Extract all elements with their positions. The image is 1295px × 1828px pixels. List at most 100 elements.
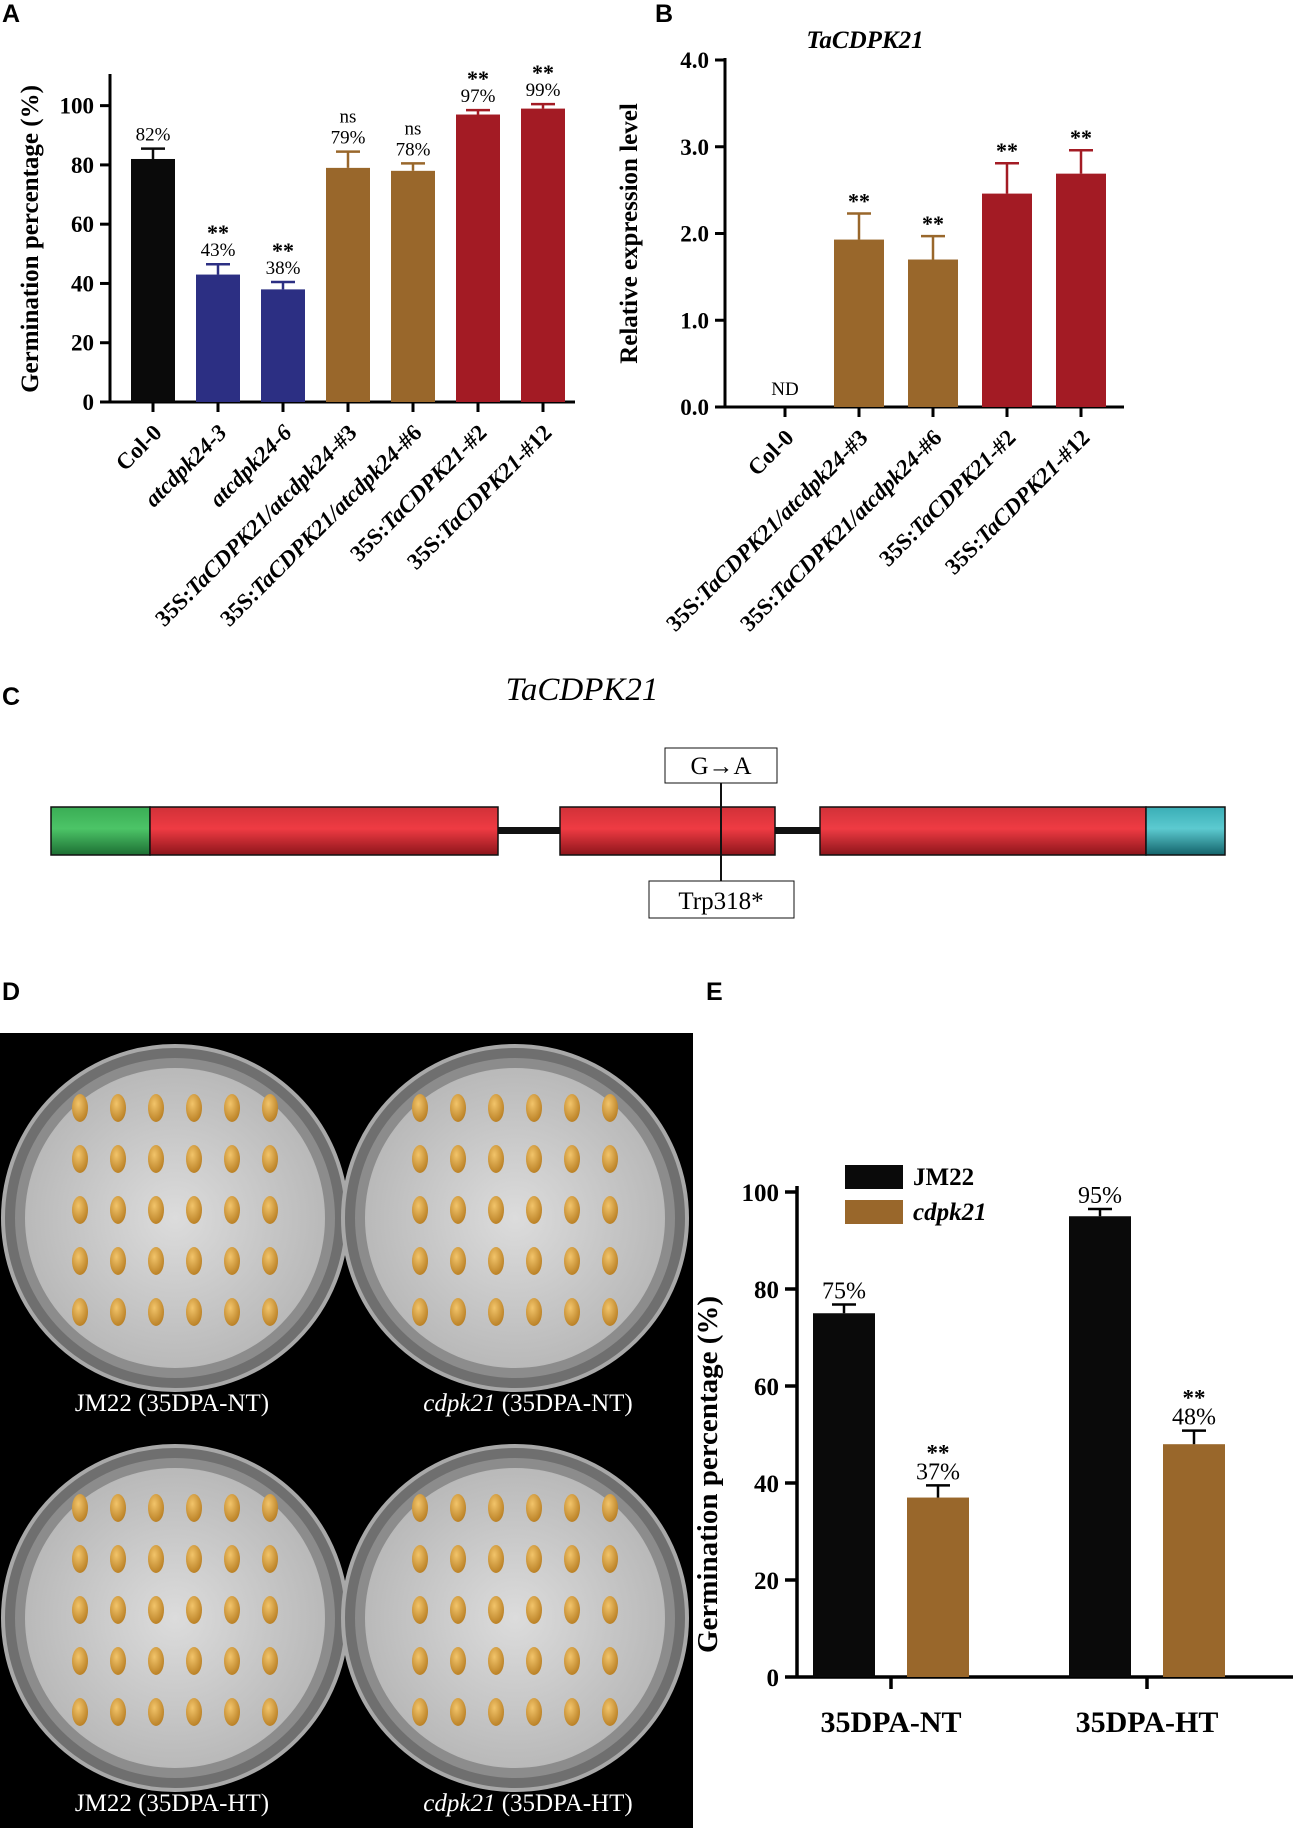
y-tick-label: 3.0 bbox=[680, 135, 709, 160]
wheat-seed bbox=[526, 1647, 542, 1675]
y-axis-label: Relative expression level bbox=[616, 103, 643, 364]
y-tick-label: 80 bbox=[71, 153, 94, 178]
wheat-seed bbox=[224, 1545, 240, 1573]
wheat-seed bbox=[564, 1298, 580, 1326]
y-tick-label: 20 bbox=[71, 331, 94, 356]
wheat-seed bbox=[602, 1145, 618, 1173]
significance-label: ** bbox=[996, 138, 1018, 163]
wheat-seed bbox=[110, 1094, 126, 1122]
wheat-seed bbox=[602, 1494, 618, 1522]
wheat-seed bbox=[148, 1494, 164, 1522]
wheat-seed bbox=[488, 1494, 504, 1522]
wheat-seed bbox=[110, 1698, 126, 1726]
significance-label: ** bbox=[207, 220, 229, 245]
y-tick-label: 1.0 bbox=[680, 308, 709, 333]
wheat-seed bbox=[186, 1145, 202, 1173]
wheat-seed bbox=[488, 1298, 504, 1326]
chart-e: 0 20 40 60 80 100 Germination percentage (%) 35… bbox=[692, 1164, 1293, 1739]
wheat-seed bbox=[110, 1647, 126, 1675]
dish-label-cdpk21-ht: cdpk21 (35DPA-HT) bbox=[423, 1790, 633, 1817]
wheat-seed bbox=[72, 1494, 88, 1522]
y-axis-label: Germination percentage (%) bbox=[17, 85, 44, 393]
dish-label-cdpk21-nt: cdpk21 (35DPA-NT) bbox=[423, 1390, 633, 1417]
bar bbox=[834, 239, 884, 407]
significance-label: ns bbox=[405, 118, 422, 139]
panel-label-c: C bbox=[2, 683, 21, 711]
y-tick-label: 60 bbox=[71, 212, 94, 237]
wheat-seed bbox=[186, 1494, 202, 1522]
wheat-seed bbox=[72, 1247, 88, 1275]
wheat-seed bbox=[148, 1247, 164, 1275]
wheat-seed bbox=[224, 1145, 240, 1173]
panel-label-e: E bbox=[706, 978, 723, 1006]
panel-label-d: D bbox=[2, 978, 21, 1006]
significance-label: ** bbox=[848, 189, 870, 214]
wheat-seed bbox=[110, 1196, 126, 1224]
wheat-seed bbox=[526, 1545, 542, 1573]
wheat-seed bbox=[526, 1298, 542, 1326]
wheat-seed bbox=[72, 1647, 88, 1675]
wheat-seed bbox=[564, 1596, 580, 1624]
wheat-seed bbox=[186, 1596, 202, 1624]
petri-dishes bbox=[1, 1044, 689, 1792]
wheat-seed bbox=[412, 1698, 428, 1726]
significance-label: ** bbox=[532, 60, 554, 85]
bar bbox=[261, 289, 305, 402]
wheat-seed bbox=[412, 1596, 428, 1624]
wheat-seed bbox=[186, 1698, 202, 1726]
significance-label: ** bbox=[922, 211, 944, 236]
wheat-seed bbox=[186, 1196, 202, 1224]
bar bbox=[391, 170, 435, 402]
exon-2 bbox=[559, 806, 776, 856]
bar bbox=[1069, 1216, 1131, 1677]
value-label: ND bbox=[771, 379, 798, 400]
legend-swatch bbox=[845, 1200, 903, 1224]
bar bbox=[907, 1497, 969, 1677]
wheat-seed bbox=[412, 1298, 428, 1326]
y-tick-label: 100 bbox=[742, 1180, 780, 1207]
wheat-seed bbox=[526, 1145, 542, 1173]
y-tick-label: 0.0 bbox=[680, 395, 709, 420]
significance-label: ** bbox=[272, 238, 294, 263]
wheat-seed bbox=[262, 1094, 278, 1122]
wheat-seed bbox=[602, 1596, 618, 1624]
exon-3 bbox=[819, 806, 1147, 856]
y-tick-label: 100 bbox=[60, 94, 95, 119]
wheat-seed bbox=[148, 1596, 164, 1624]
protein-change-box bbox=[648, 880, 795, 919]
wheat-seed bbox=[412, 1145, 428, 1173]
category-label: Col-0 bbox=[111, 420, 167, 476]
filter-paper bbox=[365, 1068, 665, 1368]
panel-label-a: A bbox=[2, 0, 21, 28]
wheat-seed bbox=[602, 1196, 618, 1224]
wheat-seed bbox=[262, 1196, 278, 1224]
seed-photo: JM22 (35DPA-NT) cdpk21 (35DPA-NT) JM22 (… bbox=[0, 1033, 693, 1828]
bar bbox=[456, 114, 500, 402]
wheat-seed bbox=[564, 1647, 580, 1675]
wheat-seed bbox=[262, 1494, 278, 1522]
wheat-seed bbox=[450, 1094, 466, 1122]
wheat-seed bbox=[450, 1298, 466, 1326]
utr-3-box bbox=[1145, 806, 1226, 856]
wheat-seed bbox=[564, 1698, 580, 1726]
wheat-seed bbox=[488, 1145, 504, 1173]
bar bbox=[908, 259, 958, 407]
wheat-seed bbox=[72, 1196, 88, 1224]
value-label: 99% bbox=[526, 80, 561, 101]
mutation-label: G→A bbox=[690, 753, 751, 780]
wheat-seed bbox=[262, 1298, 278, 1326]
wheat-seed bbox=[602, 1698, 618, 1726]
wheat-seed bbox=[224, 1094, 240, 1122]
value-label: 43% bbox=[201, 240, 236, 261]
wheat-seed bbox=[526, 1494, 542, 1522]
wheat-seed bbox=[602, 1247, 618, 1275]
value-label: 78% bbox=[396, 139, 431, 160]
panel-label-b: B bbox=[655, 0, 674, 28]
wheat-seed bbox=[148, 1145, 164, 1173]
wheat-seed bbox=[564, 1545, 580, 1573]
bar bbox=[813, 1313, 875, 1677]
y-axis-label: Germination percentage (%) bbox=[692, 1296, 724, 1653]
value-label: 38% bbox=[266, 258, 301, 279]
wheat-seed bbox=[450, 1196, 466, 1224]
wheat-seed bbox=[262, 1596, 278, 1624]
